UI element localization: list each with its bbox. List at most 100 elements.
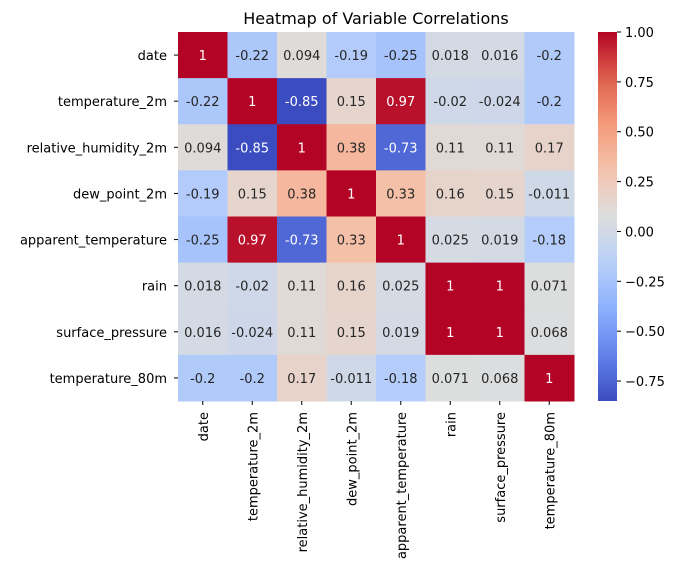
cell-value-label: 1 bbox=[496, 280, 504, 295]
y-axis-tick-labels: date temperature_2m relative_humidity_2mde… bbox=[20, 49, 178, 387]
cell-value-label: 1 bbox=[347, 187, 355, 202]
heatmap-cell bbox=[376, 78, 426, 125]
cell-value-label: 0.33 bbox=[337, 234, 366, 249]
cell-value-label: 0.068 bbox=[481, 372, 518, 387]
heatmap-cell bbox=[277, 308, 327, 356]
heatmap-cell bbox=[178, 354, 228, 402]
heatmap-cell bbox=[425, 308, 476, 356]
heatmap-cell bbox=[524, 354, 575, 402]
cell-value-label: -0.024 bbox=[479, 95, 521, 110]
cell-value-label: 1 bbox=[545, 372, 553, 387]
colorbar-tick-label: 0.75 bbox=[625, 76, 654, 91]
heatmap-cell bbox=[524, 216, 575, 264]
cell-value-label: 0.018 bbox=[432, 49, 469, 64]
x-tick-label: temperature_2m bbox=[246, 412, 261, 521]
heatmap-cell bbox=[227, 124, 278, 171]
cell-value-label: 0.068 bbox=[531, 326, 568, 341]
y-tick-label: temperature_80m bbox=[50, 372, 167, 387]
heatmap-cell bbox=[524, 170, 575, 217]
cell-value-label: 0.11 bbox=[287, 326, 316, 341]
cell-value-label: 0.17 bbox=[535, 141, 564, 156]
y-tick-label: rain bbox=[142, 280, 167, 295]
cell-value-label: 0.094 bbox=[283, 49, 320, 64]
heatmap-cell bbox=[326, 124, 377, 171]
colorbar-tick-label: −0.25 bbox=[625, 275, 665, 290]
cell-value-label: 0.11 bbox=[436, 141, 465, 156]
heatmap-cell bbox=[227, 354, 278, 402]
cell-value-label: 0.071 bbox=[531, 280, 568, 295]
colorbar-tick-label: 0.50 bbox=[625, 126, 654, 141]
cell-value-label: 1 bbox=[397, 234, 405, 249]
cell-value-label: 0.16 bbox=[337, 280, 366, 295]
heatmap-cell bbox=[376, 262, 426, 310]
x-axis-tick-labels: date temperature_2m relative_humidity_2m de… bbox=[197, 401, 558, 559]
heatmap-cell bbox=[425, 262, 476, 310]
heatmap-cell bbox=[475, 124, 525, 171]
cell-value-label: 1 bbox=[446, 280, 454, 295]
heatmap-cell bbox=[178, 262, 228, 310]
cell-value-label: 0.17 bbox=[287, 372, 316, 387]
heatmap-cell bbox=[227, 308, 278, 356]
cell-value-label: -0.25 bbox=[384, 49, 418, 64]
cell-value-label: 0.019 bbox=[382, 326, 419, 341]
heatmap-cell bbox=[524, 78, 575, 125]
heatmap-cell bbox=[475, 216, 525, 264]
cell-value-label: 1 bbox=[298, 141, 306, 156]
colorbar-tick-label: −0.50 bbox=[625, 325, 665, 340]
cell-value-label: 0.38 bbox=[337, 141, 366, 156]
heatmap-cell bbox=[425, 32, 476, 79]
heatmap-cell bbox=[178, 170, 228, 217]
y-tick-label: dew_point_2m bbox=[73, 187, 167, 202]
cell-value-label: -0.19 bbox=[186, 187, 220, 202]
cell-value-label: 0.33 bbox=[386, 187, 415, 202]
heatmap-cell bbox=[376, 216, 426, 264]
cell-value-label: 1 bbox=[446, 326, 454, 341]
heatmap-cell bbox=[524, 262, 575, 310]
cell-value-label: -0.2 bbox=[240, 372, 265, 387]
heatmap-cell bbox=[376, 170, 426, 217]
cell-value-label: 0.15 bbox=[238, 187, 267, 202]
y-tick-label: surface_pressure bbox=[56, 326, 167, 341]
heatmap-cell bbox=[376, 308, 426, 356]
cell-value-label: 0.018 bbox=[184, 280, 221, 295]
heatmap-cell bbox=[178, 32, 228, 79]
cell-value-label: 0.11 bbox=[485, 141, 514, 156]
cell-value-label: 0.16 bbox=[436, 187, 465, 202]
colorbar-gradient bbox=[598, 32, 617, 401]
cell-value-label: 1 bbox=[199, 49, 207, 64]
heatmap-cell bbox=[475, 170, 525, 217]
cell-value-label: -0.25 bbox=[186, 234, 220, 249]
cell-value-label: 0.11 bbox=[287, 280, 316, 295]
x-tick-label: date bbox=[197, 412, 212, 441]
colorbar-tick-label: 0.25 bbox=[625, 176, 654, 191]
heatmap-cell bbox=[178, 216, 228, 264]
heatmap-cell bbox=[425, 216, 476, 264]
heatmap-cell bbox=[277, 78, 327, 125]
x-tick-label: dew_point_2m bbox=[345, 412, 360, 506]
heatmap-cell bbox=[277, 32, 327, 79]
y-tick-label: temperature_2m bbox=[58, 95, 167, 110]
heatmap-cell bbox=[326, 170, 377, 217]
heatmap-cell bbox=[178, 124, 228, 171]
heatmap-cell bbox=[475, 262, 525, 310]
cell-value-label: -0.73 bbox=[384, 141, 418, 156]
heatmap-cell bbox=[178, 78, 228, 125]
heatmap-cell bbox=[227, 78, 278, 125]
heatmap-cell bbox=[326, 262, 377, 310]
cell-value-label: 0.38 bbox=[287, 187, 316, 202]
heatmap-cell bbox=[326, 78, 377, 125]
heatmap-cell bbox=[227, 216, 278, 264]
cell-value-label: -0.19 bbox=[334, 49, 368, 64]
heatmap-cell bbox=[425, 354, 476, 402]
heatmap-cell bbox=[277, 262, 327, 310]
cell-value-label: -0.18 bbox=[384, 372, 418, 387]
colorbar: 1.00 0.75 0.50 0.25 0.00 −0.25 −0.50 −0.75 bbox=[598, 26, 665, 401]
y-tick-label: date bbox=[138, 49, 167, 64]
cell-value-label: 0.15 bbox=[337, 326, 366, 341]
cell-value-label: -0.22 bbox=[186, 95, 220, 110]
cell-value-label: -0.2 bbox=[537, 95, 562, 110]
cell-value-label: 0.025 bbox=[432, 234, 469, 249]
heatmap-cell bbox=[425, 78, 476, 125]
